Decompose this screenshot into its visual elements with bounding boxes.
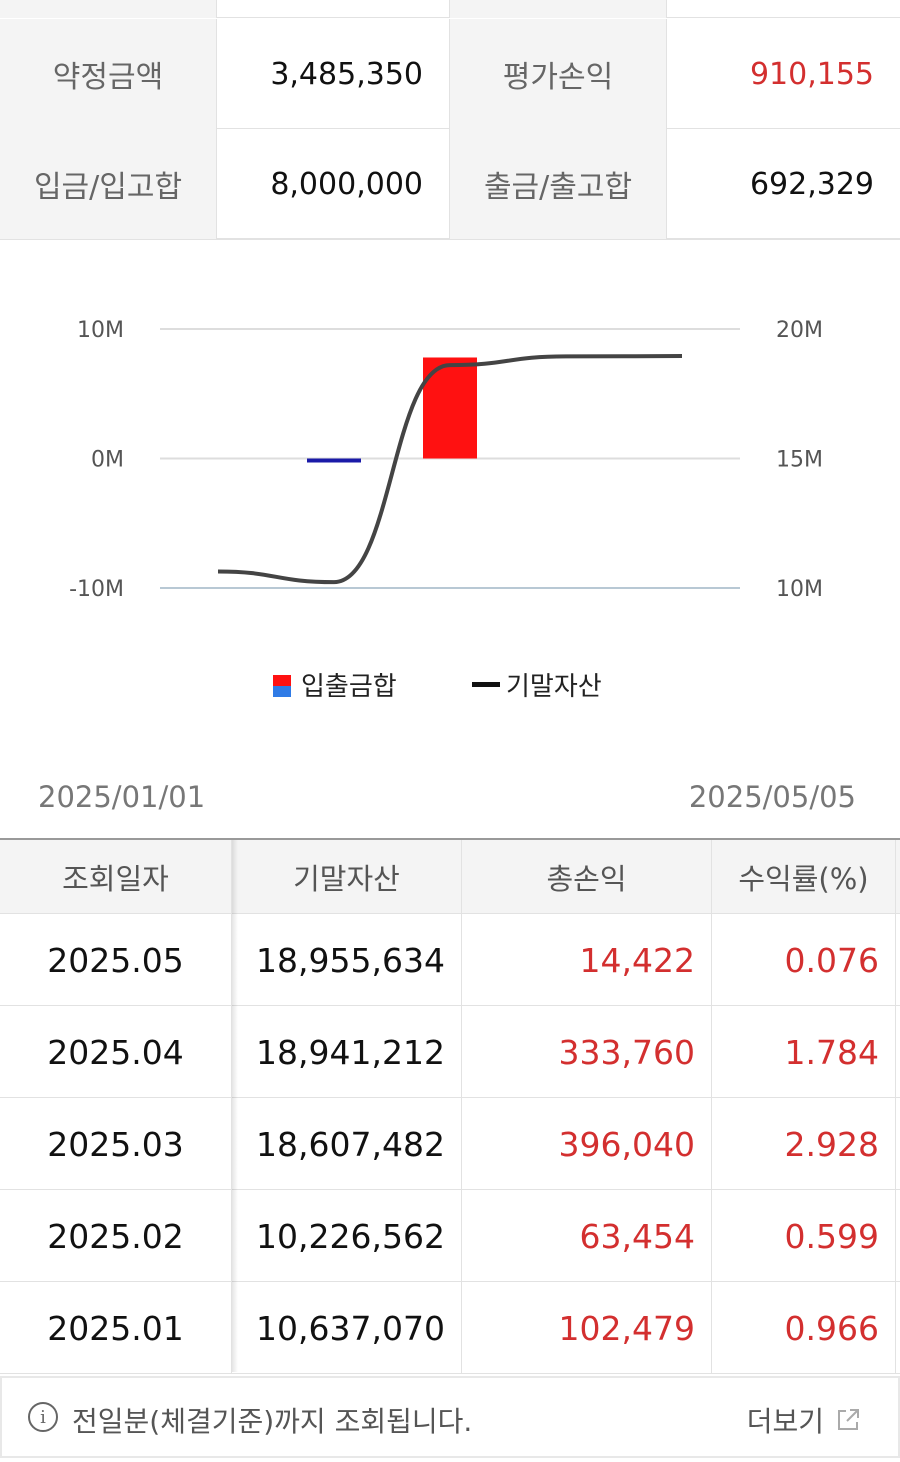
more-button[interactable]: 더보기 — [747, 1400, 862, 1440]
withdrawal-total-value: 692,329 — [749, 166, 874, 202]
row-rate: 2.928 — [712, 1098, 896, 1190]
row-date: 2025.02 — [0, 1190, 232, 1282]
legend-bar-swatch — [273, 675, 291, 697]
row-pnl: 333,760 — [462, 1006, 712, 1098]
contract-amount-value: 3,485,350 — [217, 19, 450, 129]
table-row[interactable]: 2025.02 10,226,562 63,454 0.599 — [0, 1190, 900, 1282]
row-assets: 18,941,212 — [232, 1006, 462, 1098]
info-icon: i — [28, 1402, 58, 1432]
row-rate: 0.966 — [712, 1282, 896, 1374]
summary-row: 약정금액 3,485,350 평가손익 910,155 — [0, 19, 900, 129]
row-date: 2025.05 — [0, 914, 232, 1006]
valuation-pnl-label: 평가손익 — [450, 19, 667, 129]
legend-line-swatch — [472, 682, 500, 687]
bar-mark — [307, 458, 361, 463]
table-body: 2025.05 18,955,634 14,422 0.076 2025.04 18,94… — [0, 914, 900, 1374]
row-assets: 18,955,634 — [232, 914, 462, 1006]
external-link-icon — [834, 1406, 862, 1434]
notice-text: 전일분(체결기준)까지 조회됩니다. — [72, 1405, 473, 1438]
legend-item-bar[interactable]: 입출금합 — [273, 666, 397, 703]
row-rate: 1.784 — [712, 1006, 896, 1098]
series-line-asset — [217, 354, 683, 585]
row-assets: 10,226,562 — [232, 1190, 462, 1282]
row-rate: 0.076 — [712, 914, 896, 1006]
monthly-table: 조회일자 기말자산 총손익 수익률(%) 2025.05 18,955,634 14… — [0, 838, 900, 1374]
left-tick-label: -10M — [69, 577, 124, 602]
row-pnl: 102,479 — [462, 1282, 712, 1374]
legend-item-line[interactable]: 기말자산 — [472, 666, 602, 703]
table-header: 조회일자 기말자산 총손익 수익률(%) — [0, 840, 900, 914]
deposit-total-value: 8,000,000 — [217, 129, 450, 239]
valuation-pnl-value: 910,155 — [749, 56, 874, 92]
more-label: 더보기 — [746, 1405, 824, 1438]
col-header-pnl: 총손익 — [462, 840, 712, 914]
table-row[interactable]: 2025.04 18,941,212 333,760 1.784 — [0, 1006, 900, 1098]
right-tick-label: 20M — [776, 318, 823, 343]
row-pnl: 14,422 — [462, 914, 712, 1006]
contract-amount-label: 약정금액 — [0, 19, 217, 129]
deposit-total-label: 입금/입고합 — [0, 129, 217, 239]
legend-bar-label: 입출금합 — [301, 672, 397, 702]
row-rate: 0.599 — [712, 1190, 896, 1282]
col-header-rate: 수익률(%) — [712, 840, 896, 914]
table-row[interactable]: 2025.05 18,955,634 14,422 0.076 — [0, 914, 900, 1006]
col-header-date: 조회일자 — [0, 840, 232, 914]
col-header-assets: 기말자산 — [232, 840, 462, 914]
row-date: 2025.04 — [0, 1006, 232, 1098]
date-start[interactable]: 2025/01/01 — [38, 780, 206, 814]
right-tick-label: 15M — [776, 448, 823, 473]
date-range: 2025/01/01 2025/05/05 — [0, 780, 900, 824]
table-row[interactable]: 2025.03 18,607,482 396,040 2.928 — [0, 1098, 900, 1190]
row-pnl: 396,040 — [462, 1098, 712, 1190]
left-tick-label: 0M — [91, 448, 124, 473]
summary-row: 입금/입고합 8,000,000 출금/출고합 692,329 — [0, 129, 900, 239]
footer-notice-bar: i 전일분(체결기준)까지 조회됩니다. 더보기 — [0, 1376, 900, 1458]
chart-svg: 10M 0M -10M 20M 15M 10M — [69, 318, 823, 602]
summary-table: 약정금액 3,485,350 평가손익 910,155 입금/입고합 8,000… — [0, 0, 900, 240]
row-date: 2025.01 — [0, 1282, 232, 1374]
table-row[interactable]: 2025.01 10,637,070 102,479 0.966 — [0, 1282, 900, 1374]
chart-legend: 입출금합 기말자산 — [0, 666, 900, 706]
summary-row-stub — [0, 0, 900, 18]
row-assets: 18,607,482 — [232, 1098, 462, 1190]
row-date: 2025.03 — [0, 1098, 232, 1190]
row-pnl: 63,454 — [462, 1190, 712, 1282]
withdrawal-total-label: 출금/출고합 — [450, 129, 667, 239]
frozen-column-shadow — [232, 840, 238, 1372]
right-tick-label: 10M — [776, 577, 823, 602]
date-end[interactable]: 2025/05/05 — [688, 780, 856, 814]
asset-chart: 10M 0M -10M 20M 15M 10M 입출금합 기말자산 — [0, 242, 900, 762]
legend-line-label: 기말자산 — [506, 672, 602, 702]
left-tick-label: 10M — [77, 318, 124, 343]
row-assets: 10,637,070 — [232, 1282, 462, 1374]
